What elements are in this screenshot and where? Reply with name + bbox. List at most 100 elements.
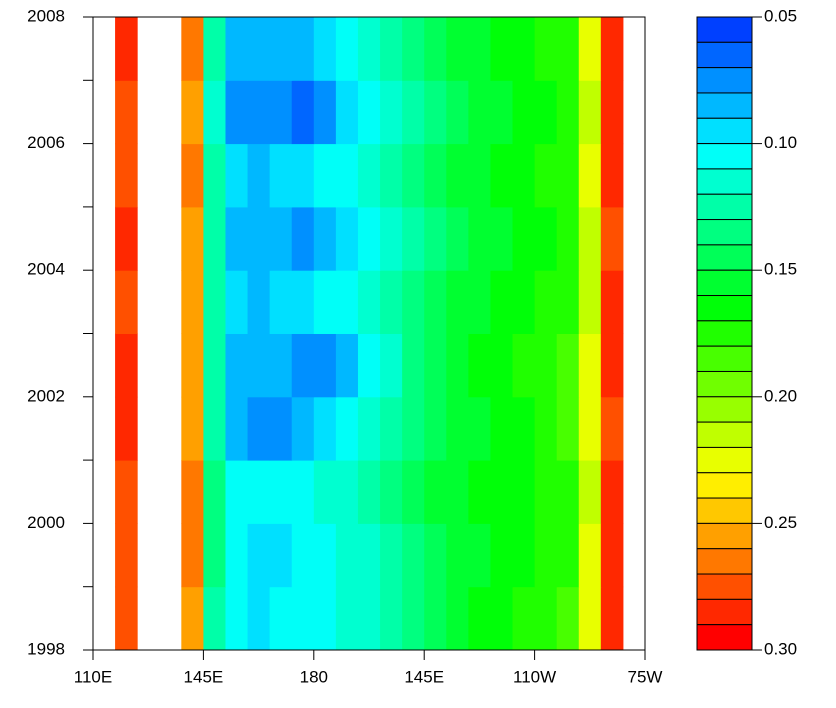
cell — [578, 333, 602, 398]
cell — [512, 17, 536, 81]
cell — [335, 586, 359, 651]
cell — [335, 206, 359, 271]
cell — [335, 333, 359, 398]
cell — [225, 17, 249, 81]
cell — [115, 586, 138, 651]
cell — [225, 143, 249, 208]
cell — [490, 523, 514, 588]
colorbar-bin — [696, 370, 753, 398]
cell — [402, 460, 425, 524]
cell — [335, 523, 359, 588]
cell — [313, 270, 337, 334]
cell — [424, 460, 447, 524]
cell — [247, 523, 271, 588]
cell — [380, 80, 403, 145]
cell — [556, 396, 580, 461]
cell — [203, 396, 226, 461]
cell — [600, 396, 624, 461]
cell — [357, 206, 381, 271]
cell — [291, 523, 315, 588]
colorbar-bin — [696, 41, 753, 69]
colorbar-bin — [696, 244, 753, 271]
cell — [357, 17, 381, 81]
cell — [247, 17, 271, 81]
cell — [578, 143, 602, 208]
cell — [600, 586, 624, 651]
cell — [115, 460, 138, 524]
cell — [490, 586, 514, 651]
cell — [402, 17, 425, 81]
cell — [291, 333, 315, 398]
cell — [225, 586, 249, 651]
cell — [380, 270, 403, 334]
x-tick-label: 145E — [404, 667, 444, 686]
cell — [534, 586, 558, 651]
cell — [490, 270, 514, 334]
cell — [335, 80, 359, 145]
colorbar-bin — [696, 472, 753, 499]
cell — [578, 523, 602, 588]
cell — [313, 333, 337, 398]
cell — [203, 143, 226, 208]
cell — [225, 270, 249, 334]
cell — [203, 460, 226, 524]
cell — [380, 17, 403, 81]
y-tick-label: 2002 — [27, 386, 65, 405]
cell — [468, 523, 491, 588]
cell — [446, 523, 469, 588]
cell — [181, 17, 204, 81]
cell — [181, 396, 204, 461]
colorbar-bin — [696, 193, 753, 221]
cell — [534, 270, 558, 334]
cell — [424, 396, 447, 461]
cell — [446, 586, 469, 651]
cell — [269, 143, 293, 208]
cell — [578, 17, 602, 81]
cell — [424, 17, 447, 81]
cell — [468, 17, 491, 81]
cell — [291, 586, 315, 651]
cell — [534, 333, 558, 398]
cell — [512, 333, 536, 398]
x-tick-label: 145E — [184, 667, 224, 686]
cell — [247, 333, 271, 398]
cell — [181, 333, 204, 398]
cell — [269, 460, 293, 524]
cell — [357, 80, 381, 145]
cell — [402, 80, 425, 145]
cell — [490, 333, 514, 398]
colorbar-bin — [696, 624, 753, 651]
cell — [380, 143, 403, 208]
cell — [313, 396, 337, 461]
cell — [600, 333, 624, 398]
cell — [115, 333, 138, 398]
y-tick-label: 2008 — [27, 6, 65, 25]
cell — [468, 270, 491, 334]
cell — [247, 270, 271, 334]
cell — [380, 206, 403, 271]
cell — [556, 460, 580, 524]
cell — [313, 143, 337, 208]
y-tick-label: 2000 — [27, 513, 65, 532]
colorbar-tick-label: 0.30 — [764, 639, 797, 658]
cell — [446, 206, 469, 271]
cell — [468, 333, 491, 398]
cell — [357, 333, 381, 398]
cell — [115, 523, 138, 588]
cell — [534, 17, 558, 81]
y-tick-label: 2004 — [27, 260, 65, 279]
y-tick-label: 2006 — [27, 133, 65, 152]
cell — [335, 396, 359, 461]
cell — [490, 143, 514, 208]
cell — [578, 80, 602, 145]
cell — [490, 17, 514, 81]
cell — [313, 17, 337, 81]
colorbar-bin — [696, 573, 753, 600]
cell — [247, 586, 271, 651]
colorbar-bin — [696, 67, 753, 94]
field — [115, 17, 624, 651]
cell — [269, 270, 293, 334]
cell — [203, 586, 226, 651]
cell — [335, 17, 359, 81]
cell — [335, 460, 359, 524]
